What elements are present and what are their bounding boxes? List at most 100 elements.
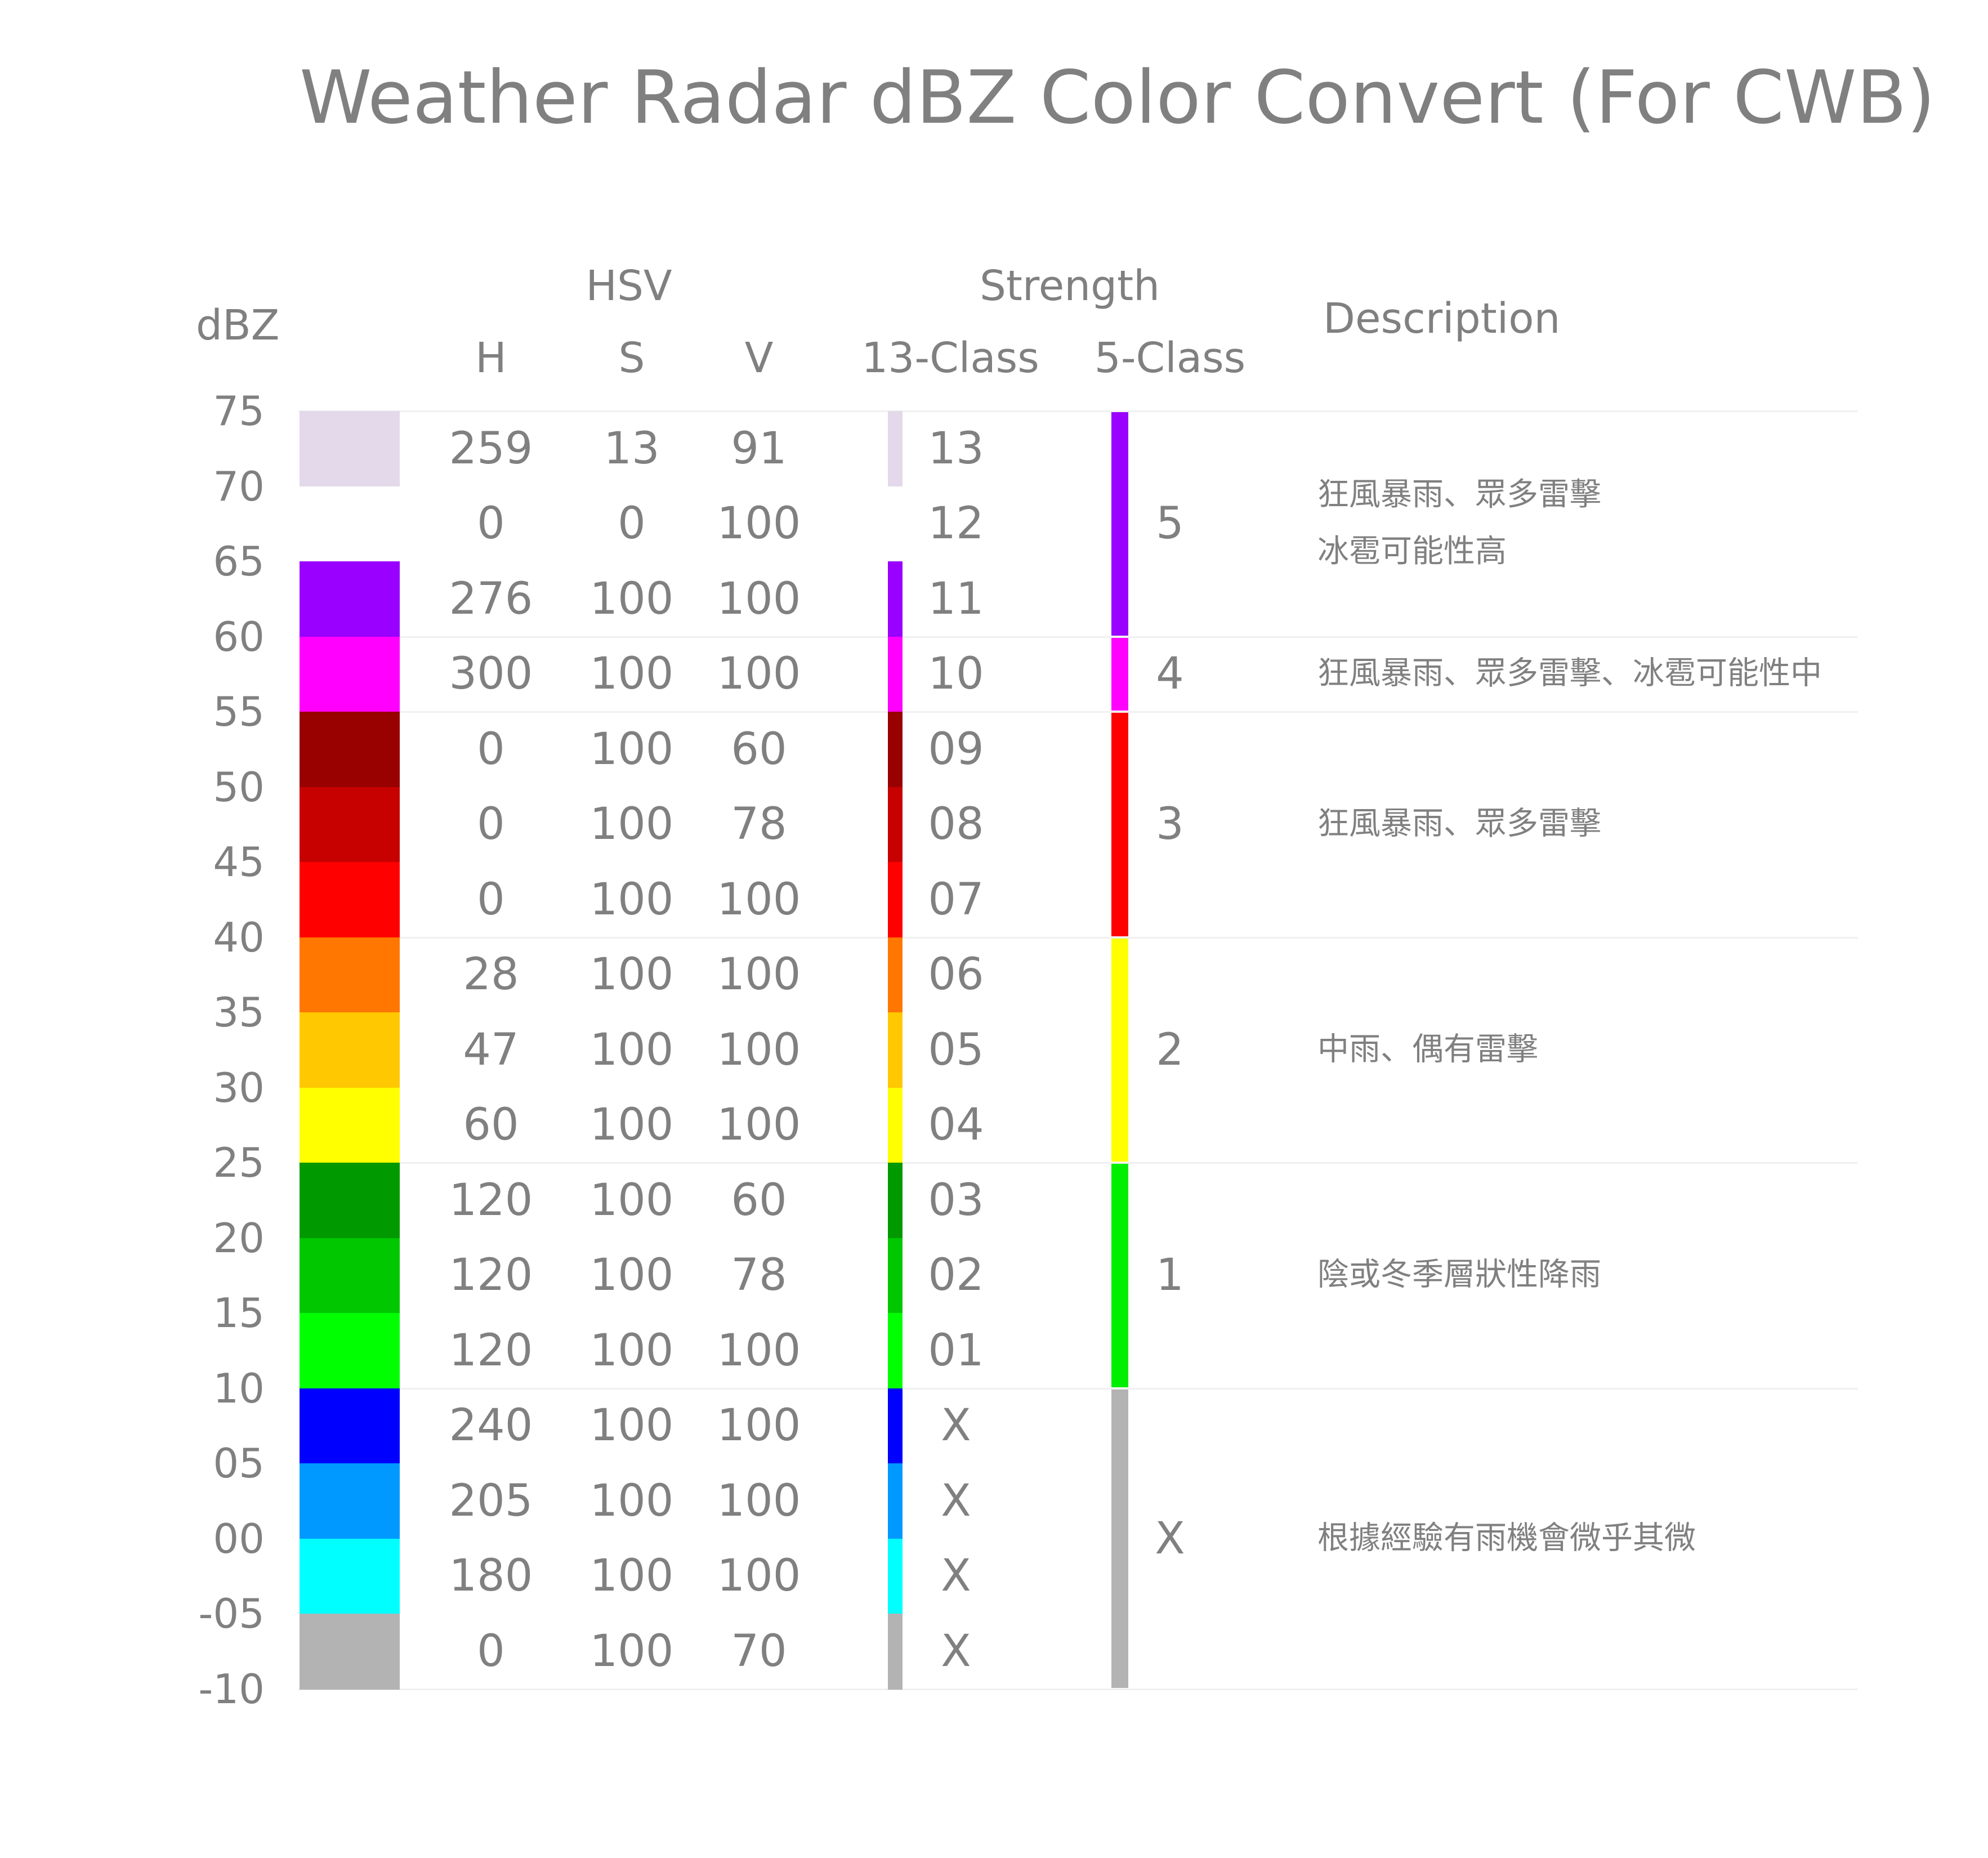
class5-label: X — [1155, 1513, 1185, 1564]
color-swatch — [300, 1238, 400, 1314]
group-divider — [298, 636, 1858, 638]
header-13-class: 13-Class — [861, 334, 1039, 382]
class13-bar — [888, 486, 903, 562]
value-value: 100 — [717, 649, 801, 700]
class5-bar — [1111, 637, 1128, 711]
color-swatch — [300, 712, 400, 788]
hue-value: 205 — [449, 1475, 533, 1526]
value-value: 60 — [731, 723, 787, 775]
dbz-tick-label: 55 — [213, 688, 265, 735]
header-5-class: 5-Class — [1094, 334, 1246, 382]
dbz-tick-label: 25 — [213, 1139, 265, 1186]
hue-value: 0 — [477, 1625, 505, 1677]
color-swatch — [300, 561, 400, 637]
chart-title: Weather Radar dBZ Color Convert (For CWB… — [300, 55, 1936, 140]
class-description: 中雨、偶有雷擊 — [1317, 1021, 1538, 1078]
class13-bar — [888, 561, 903, 637]
class13-label: 05 — [928, 1024, 984, 1075]
hue-value: 0 — [477, 874, 505, 925]
dbz-tick-label: 20 — [213, 1214, 265, 1262]
value-value: 78 — [731, 799, 787, 850]
dbz-tick-label: 60 — [213, 613, 265, 660]
color-swatch — [300, 1313, 400, 1389]
class5-label: 1 — [1156, 1250, 1184, 1301]
hue-value: 276 — [449, 573, 533, 624]
saturation-value: 13 — [604, 423, 660, 474]
color-swatch — [300, 787, 400, 863]
saturation-value: 100 — [589, 1551, 674, 1602]
class13-label: X — [941, 1625, 971, 1677]
class13-label: X — [941, 1475, 971, 1526]
class13-bar — [888, 712, 903, 788]
class13-bar — [888, 636, 903, 712]
class13-bar — [888, 1012, 903, 1088]
class-description: 狂風暴雨、眾多雷擊 冰雹可能性高 — [1317, 467, 1601, 580]
group-divider — [298, 1387, 1858, 1390]
hue-value: 0 — [477, 723, 505, 775]
dbz-tick-label: 70 — [213, 462, 265, 510]
hue-value: 180 — [449, 1551, 533, 1602]
class5-bar — [1111, 713, 1128, 936]
class13-label: 01 — [928, 1325, 984, 1376]
saturation-value: 100 — [589, 949, 674, 1001]
color-swatch — [300, 1163, 400, 1239]
class13-label: 03 — [928, 1174, 984, 1226]
saturation-value: 100 — [589, 874, 674, 925]
dbz-tick-label: -10 — [198, 1665, 265, 1713]
header-description: Description — [1323, 294, 1561, 343]
value-value: 100 — [717, 573, 801, 624]
color-swatch — [300, 1087, 400, 1163]
class13-label: 09 — [928, 723, 984, 775]
class13-label: 06 — [928, 949, 984, 1001]
saturation-value: 100 — [589, 1625, 674, 1677]
class-description: 陰或冬季層狀性降雨 — [1317, 1247, 1601, 1304]
hue-value: 0 — [477, 799, 505, 850]
description-line: 中雨、偶有雷擊 — [1317, 1031, 1538, 1068]
saturation-value: 100 — [589, 573, 674, 624]
description-line: 根據經驗有雨機會微乎其微 — [1317, 1520, 1696, 1557]
dbz-tick-label: 00 — [213, 1515, 265, 1562]
hue-value: 240 — [449, 1400, 533, 1451]
value-value: 100 — [717, 1024, 801, 1075]
dbz-tick-label: 15 — [213, 1289, 265, 1337]
dbz-tick-label: 10 — [213, 1364, 265, 1412]
value-value: 78 — [731, 1250, 787, 1301]
saturation-value: 100 — [589, 1475, 674, 1526]
class5-label: 2 — [1156, 1024, 1184, 1075]
group-divider — [298, 1688, 1858, 1690]
dbz-tick-label: -05 — [198, 1590, 265, 1637]
header-h: H — [475, 334, 507, 382]
class13-bar — [888, 411, 903, 487]
value-value: 100 — [717, 874, 801, 925]
value-value: 100 — [717, 498, 801, 550]
value-value: 100 — [717, 1475, 801, 1526]
class13-label: 10 — [928, 649, 984, 700]
color-swatch — [300, 486, 400, 562]
color-swatch — [300, 411, 400, 487]
class5-bar — [1111, 938, 1128, 1162]
class5-bar — [1111, 1164, 1128, 1387]
value-value: 70 — [731, 1625, 787, 1677]
value-value: 100 — [717, 949, 801, 1001]
color-swatch — [300, 1463, 400, 1539]
class5-bar — [1111, 1389, 1128, 1688]
saturation-value: 100 — [589, 649, 674, 700]
hue-value: 60 — [463, 1100, 519, 1151]
color-swatch — [300, 1012, 400, 1088]
saturation-value: 0 — [618, 498, 646, 550]
group-divider — [298, 936, 1858, 939]
header-v: V — [744, 334, 774, 382]
class5-bar — [1111, 412, 1128, 636]
group-divider — [298, 410, 1858, 412]
group-divider — [298, 1162, 1858, 1164]
color-swatch — [300, 636, 400, 712]
class5-label: 3 — [1156, 799, 1184, 850]
header-dbz: dBZ — [196, 301, 280, 350]
hue-value: 28 — [463, 949, 519, 1001]
class13-bar — [888, 1538, 903, 1614]
class13-bar — [888, 1463, 903, 1539]
hue-value: 120 — [449, 1250, 533, 1301]
description-line: 狂風暴雨、眾多雷擊 — [1317, 476, 1601, 513]
class13-label: X — [941, 1400, 971, 1451]
